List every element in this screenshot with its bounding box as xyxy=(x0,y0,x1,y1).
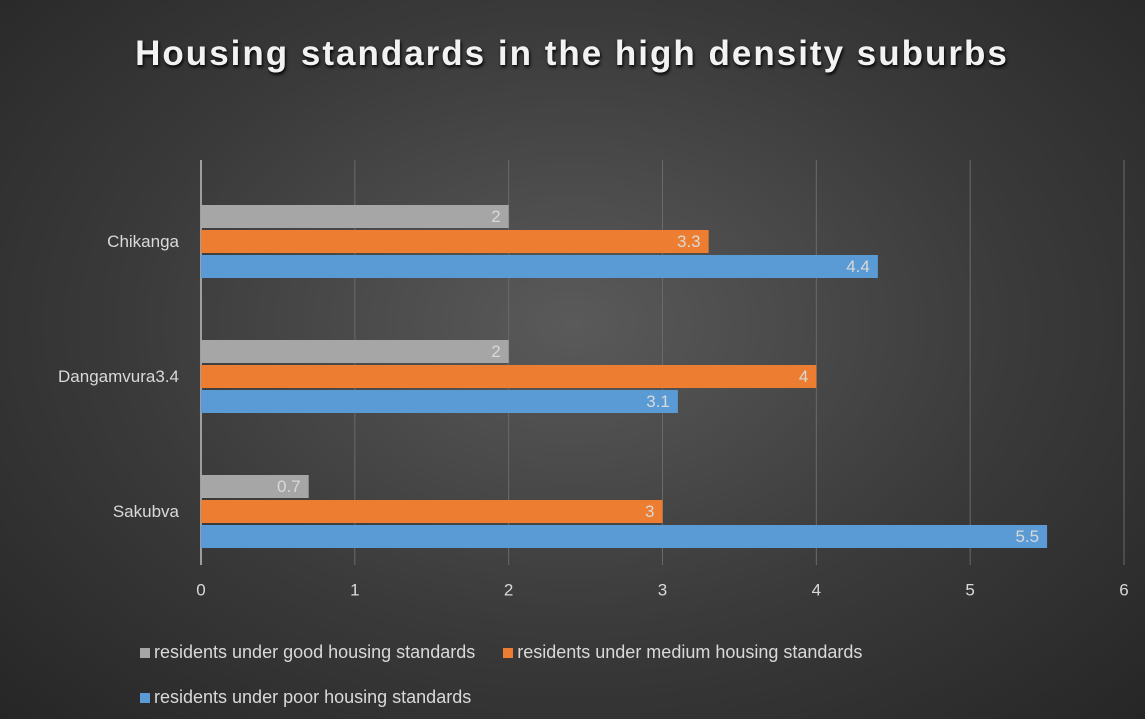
data-label: 3.1 xyxy=(646,392,670,411)
bar xyxy=(201,255,878,278)
data-label: 4.4 xyxy=(846,257,870,276)
legend-swatch xyxy=(140,692,150,703)
legend-swatch xyxy=(503,647,514,658)
y-tick-label: Sakubva xyxy=(113,502,180,521)
legend-label: residents under poor housing standards xyxy=(154,687,472,707)
legend-item: residents under medium housing standards xyxy=(503,630,862,675)
y-tick-label: Dangamvura3.4 xyxy=(58,367,179,386)
bar xyxy=(201,365,817,388)
data-label: 0.7 xyxy=(277,477,301,496)
bar xyxy=(201,340,509,363)
y-tick-label: Chikanga xyxy=(107,232,179,251)
data-label: 4 xyxy=(799,367,808,386)
legend-item: residents under poor housing standards xyxy=(140,675,471,719)
chart-title: Housing standards in the high density su… xyxy=(135,34,1009,73)
x-tick-label: 4 xyxy=(812,580,821,599)
legend-label: residents under medium housing standards xyxy=(517,642,863,662)
data-label: 5.5 xyxy=(1015,527,1039,546)
x-tick-label: 2 xyxy=(504,580,513,599)
x-tick-label: 6 xyxy=(1119,580,1128,599)
data-label: 3 xyxy=(645,502,654,521)
x-tick-label: 0 xyxy=(196,580,205,599)
bar xyxy=(201,475,309,498)
bar xyxy=(201,390,678,413)
legend-swatch xyxy=(140,647,150,658)
data-label: 2 xyxy=(491,207,500,226)
legend-item: residents under good housing standards xyxy=(140,630,475,675)
x-tick-label: 1 xyxy=(350,580,359,599)
legend-label: residents under good housing standards xyxy=(154,642,476,662)
bar xyxy=(201,525,1048,548)
x-tick-label: 3 xyxy=(658,580,667,599)
x-tick-label: 5 xyxy=(965,580,974,599)
data-label: 3.3 xyxy=(677,232,701,251)
bar xyxy=(201,205,509,228)
bar xyxy=(201,230,709,253)
bar xyxy=(201,500,663,523)
data-label: 2 xyxy=(491,342,500,361)
legend: residents under good housing standards re… xyxy=(140,630,1060,719)
